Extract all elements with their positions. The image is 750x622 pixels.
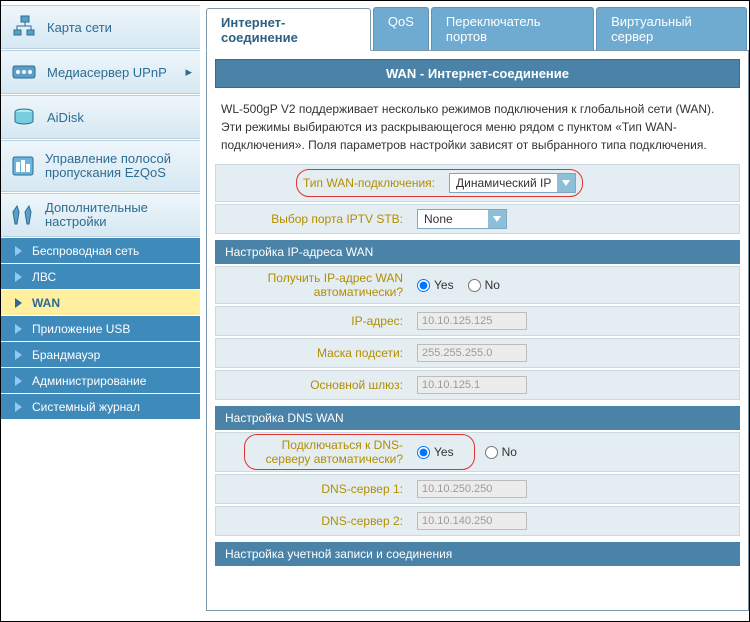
sidebar-sub-usb[interactable]: Приложение USB [1, 316, 200, 341]
select-iptv[interactable]: None [417, 209, 507, 229]
settings-panel: WAN - Интернет-соединение WL-500gP V2 по… [206, 51, 749, 611]
label-dns1: DNS-сервер 1: [216, 482, 411, 496]
input-dns1[interactable] [417, 480, 527, 498]
sidebar-item-media[interactable]: Медиасервер UPnP ▸ [1, 50, 200, 94]
chevron-down-icon [557, 174, 575, 192]
sidebar-sub-wireless[interactable]: Беспроводная сеть [1, 238, 200, 263]
row-dns1: DNS-сервер 1: [215, 474, 740, 504]
sidebar-sub-label: Приложение USB [32, 322, 130, 336]
select-wan-type[interactable]: Динамический IP [449, 173, 576, 193]
chevron-down-icon [488, 210, 506, 228]
content-area: Интернет-соединение QoS Переключатель по… [200, 1, 749, 621]
media-icon [11, 59, 37, 85]
sidebar-item-qos[interactable]: Управление полосой пропускания EzQoS [1, 140, 200, 192]
sidebar-sub-label: Системный журнал [32, 400, 140, 414]
input-gateway[interactable] [417, 376, 527, 394]
row-dns-auto: Подключаться к DNS-серверу автоматически… [215, 432, 740, 472]
label-wan-type: Тип WAN-подключения: [303, 176, 443, 190]
radio-ip-auto-yes[interactable]: Yes [417, 278, 454, 292]
sidebar-item-label: Карта сети [47, 20, 112, 35]
section-ip-title: Настройка IP-адреса WAN [215, 240, 740, 264]
network-map-icon [11, 14, 37, 40]
sidebar-item-advanced[interactable]: Дополнительные настройки [1, 193, 200, 237]
sidebar-sub-label: Брандмауэр [32, 348, 100, 362]
row-ip-auto: Получить IP-адрес WAN автоматически? Yes… [215, 266, 740, 304]
section-account-title: Настройка учетной записи и соединения [215, 542, 740, 566]
sidebar-sub-label: Беспроводная сеть [32, 244, 139, 258]
chevron-right-icon: ▸ [185, 64, 192, 80]
sidebar-item-label: Управление полосой пропускания EzQoS [45, 152, 200, 180]
row-dns2: DNS-сервер 2: [215, 506, 740, 536]
row-wan-type: Тип WAN-подключения: Динамический IP [215, 164, 740, 202]
triangle-icon [15, 298, 22, 308]
radio-dns-auto-no[interactable]: No [485, 445, 517, 459]
triangle-icon [15, 272, 22, 282]
input-dns2[interactable] [417, 512, 527, 530]
input-mask[interactable] [417, 344, 527, 362]
triangle-icon [15, 350, 22, 360]
sidebar-sub-label: Администрирование [32, 374, 146, 388]
tools-icon [11, 202, 35, 228]
label-gateway: Основной шлюз: [216, 378, 411, 392]
select-value: None [418, 212, 488, 226]
label-dns2: DNS-сервер 2: [216, 514, 411, 528]
row-gateway: Основной шлюз: [215, 370, 740, 400]
row-subnet: Маска подсети: [215, 338, 740, 368]
sidebar-item-aidisk[interactable]: AiDisk [1, 95, 200, 139]
triangle-icon [15, 324, 22, 334]
sidebar-item-label: Дополнительные настройки [45, 201, 200, 229]
row-ip-address: IP-адрес: [215, 306, 740, 336]
triangle-icon [15, 246, 22, 256]
triangle-icon [15, 376, 22, 386]
qos-icon [11, 153, 35, 179]
sidebar-item-network-map[interactable]: Карта сети [1, 5, 200, 49]
page-title: WAN - Интернет-соединение [215, 59, 740, 88]
input-ip[interactable] [417, 312, 527, 330]
radio-label: Yes [434, 445, 454, 459]
radio-label: Yes [434, 278, 454, 292]
sidebar-item-label: Медиасервер UPnP [47, 65, 167, 80]
highlight-dns-auto: Подключаться к DNS-серверу автоматически… [244, 434, 475, 470]
disk-icon [11, 104, 37, 130]
page-description: WL-500gP V2 поддерживает несколько режим… [207, 94, 748, 162]
select-value: Динамический IP [450, 176, 557, 190]
tabs: Интернет-соединение QoS Переключатель по… [206, 7, 749, 51]
sidebar-sub-label: ЛВС [32, 270, 56, 284]
triangle-icon [15, 402, 22, 412]
sidebar-sub-wan[interactable]: WAN [1, 290, 200, 315]
tab-internet-connection[interactable]: Интернет-соединение [206, 8, 371, 51]
label-mask: Маска подсети: [216, 346, 411, 360]
tab-qos[interactable]: QoS [373, 7, 429, 50]
sidebar-sub-lan[interactable]: ЛВС [1, 264, 200, 289]
radio-label: No [502, 445, 517, 459]
label-iptv: Выбор порта IPTV STB: [216, 212, 411, 226]
tab-port-trigger[interactable]: Переключатель портов [431, 7, 594, 50]
highlight-wan-type: Тип WAN-подключения: Динамический IP [296, 169, 583, 197]
radio-ip-auto-no[interactable]: No [468, 278, 500, 292]
radio-label: No [485, 278, 500, 292]
radio-dns-auto-yes[interactable]: Yes [417, 445, 454, 459]
label-dns-auto: Подключаться к DNS-серверу автоматически… [251, 438, 411, 466]
sidebar-item-label: AiDisk [47, 110, 84, 125]
sidebar-sub-admin[interactable]: Администрирование [1, 368, 200, 393]
row-iptv: Выбор порта IPTV STB: None [215, 204, 740, 234]
sidebar-sub-syslog[interactable]: Системный журнал [1, 394, 200, 419]
label-ip-auto: Получить IP-адрес WAN автоматически? [216, 271, 411, 299]
section-dns-title: Настройка DNS WAN [215, 406, 740, 430]
sidebar: Карта сети Медиасервер UPnP ▸ AiDisk Упр… [1, 1, 200, 621]
sidebar-sub-label: WAN [32, 296, 60, 310]
label-ip: IP-адрес: [216, 314, 411, 328]
tab-virtual-server[interactable]: Виртуальный сервер [596, 7, 747, 50]
sidebar-sub-firewall[interactable]: Брандмауэр [1, 342, 200, 367]
